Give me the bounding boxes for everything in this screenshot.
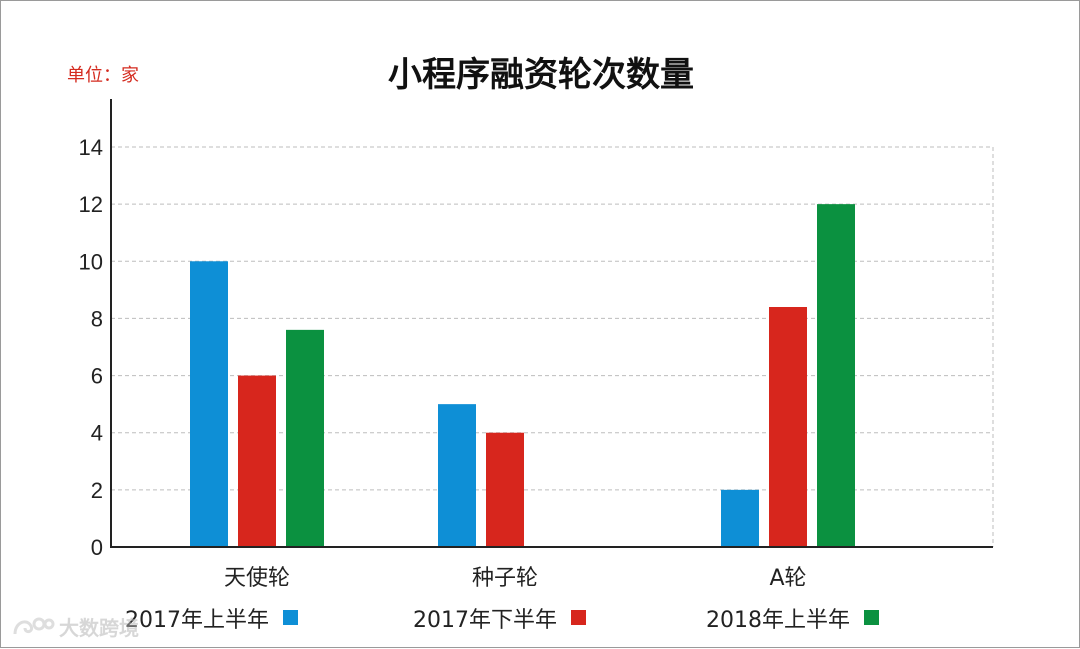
- bar-1-1: [190, 261, 228, 547]
- y-tick-label: 2: [91, 478, 103, 503]
- bar-2-1: [238, 375, 276, 547]
- y-tick-label: 10: [79, 249, 103, 274]
- x-category-label: A轮: [769, 566, 806, 591]
- watermark: 大数跨境: [11, 612, 139, 641]
- legend: 2017年上半年 2017年下半年 2018年上半年: [125, 608, 879, 633]
- x-category-label: 天使轮: [224, 566, 290, 591]
- bar-3-1: [286, 329, 324, 547]
- legend-label: 2017年下半年: [413, 608, 557, 633]
- y-tick-label: 0: [91, 535, 103, 560]
- bar-1-2: [438, 404, 476, 547]
- x-category-label: 种子轮: [472, 566, 538, 591]
- axes: [110, 99, 993, 548]
- legend-label: 2017年上半年: [125, 608, 269, 633]
- bar-2-2: [486, 432, 524, 547]
- bar-2-3: [769, 307, 807, 547]
- bar-1-3: [721, 489, 759, 547]
- bars: [190, 204, 855, 547]
- y-tick-label: 8: [91, 306, 103, 331]
- y-tick-label: 6: [91, 364, 103, 389]
- unit-label: 单位：家: [67, 65, 139, 86]
- y-tick-label: 14: [79, 135, 103, 160]
- legend-swatch: [864, 610, 879, 625]
- y-tick-label: 4: [91, 421, 103, 446]
- logo-swirl-icon: [13, 617, 55, 634]
- legend-swatch: [571, 610, 586, 625]
- y-tick-label: 12: [79, 192, 103, 217]
- chart-title: 小程序融资轮次数量: [388, 55, 694, 95]
- y-tick-labels: 0 2 4 6 8 10 12 14: [79, 135, 103, 560]
- watermark-text: 大数跨境: [59, 616, 139, 640]
- x-category-labels: 天使轮 种子轮 A轮: [224, 566, 807, 591]
- bar-3-3: [817, 204, 855, 547]
- legend-label: 2018年上半年: [706, 608, 850, 633]
- legend-swatch: [283, 610, 298, 625]
